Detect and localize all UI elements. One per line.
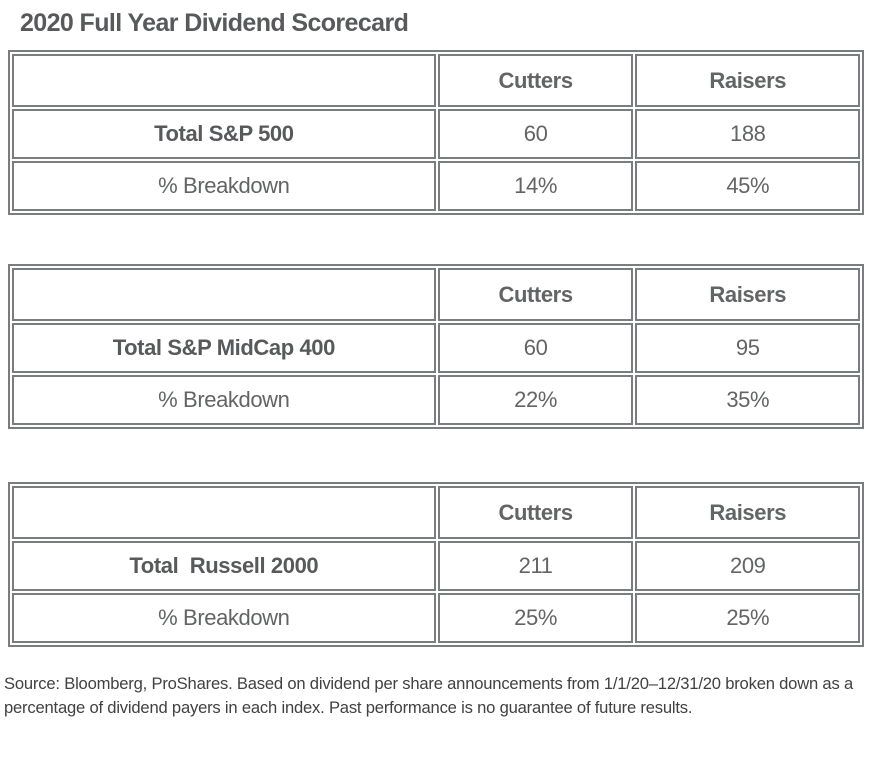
table-row-total: Total S&P 500 60 188 — [12, 109, 860, 159]
value-midcap400-raisers: 95 — [635, 323, 860, 373]
table-header-row: Cutters Raisers — [12, 268, 860, 321]
value-russell2000-cutters: 211 — [437, 541, 634, 591]
table-row-breakdown: % Breakdown 25% 25% — [12, 593, 860, 643]
pct-russell2000-raisers: 25% — [635, 593, 860, 643]
page-title: 2020 Full Year Dividend Scorecard — [20, 9, 409, 37]
col-header-raisers: Raisers — [635, 486, 860, 539]
table-header-row: Cutters Raisers — [12, 54, 860, 107]
scorecard-table-midcap400: Cutters Raisers Total S&P MidCap 400 60 … — [8, 264, 864, 429]
row-label-total-sp500: Total S&P 500 — [12, 109, 436, 159]
row-label-breakdown: % Breakdown — [12, 161, 436, 211]
table-row-breakdown: % Breakdown 14% 45% — [12, 161, 860, 211]
table-header-row: Cutters Raisers — [12, 486, 860, 539]
row-label-breakdown: % Breakdown — [12, 593, 436, 643]
col-header-cutters: Cutters — [437, 54, 634, 107]
col-header-raisers: Raisers — [635, 268, 860, 321]
scorecard-table-russell2000: Cutters Raisers Total Russell 2000 211 2… — [8, 482, 864, 647]
row-label-total-midcap400: Total S&P MidCap 400 — [12, 323, 436, 373]
value-russell2000-raisers: 209 — [635, 541, 860, 591]
row-label-total-russell2000: Total Russell 2000 — [12, 541, 436, 591]
value-midcap400-cutters: 60 — [437, 323, 634, 373]
pct-midcap400-cutters: 22% — [437, 375, 634, 425]
pct-russell2000-cutters: 25% — [437, 593, 634, 643]
scorecard-table-sp500: Cutters Raisers Total S&P 500 60 188 % B… — [8, 50, 864, 215]
tables-area: Cutters Raisers Total S&P 500 60 188 % B… — [8, 50, 864, 647]
source-footnote: Source: Bloomberg, ProShares. Based on d… — [4, 674, 853, 717]
value-sp500-raisers: 188 — [635, 109, 860, 159]
row-label-breakdown: % Breakdown — [12, 375, 436, 425]
pct-midcap400-raisers: 35% — [635, 375, 860, 425]
col-header-raisers: Raisers — [635, 54, 860, 107]
corner-cell — [12, 486, 436, 539]
pct-sp500-raisers: 45% — [635, 161, 860, 211]
corner-cell — [12, 54, 436, 107]
value-sp500-cutters: 60 — [437, 109, 634, 159]
col-header-cutters: Cutters — [437, 486, 634, 539]
table-row-total: Total S&P MidCap 400 60 95 — [12, 323, 860, 373]
col-header-cutters: Cutters — [437, 268, 634, 321]
table-row-breakdown: % Breakdown 22% 35% — [12, 375, 860, 425]
pct-sp500-cutters: 14% — [437, 161, 634, 211]
corner-cell — [12, 268, 436, 321]
table-row-total: Total Russell 2000 211 209 — [12, 541, 860, 591]
